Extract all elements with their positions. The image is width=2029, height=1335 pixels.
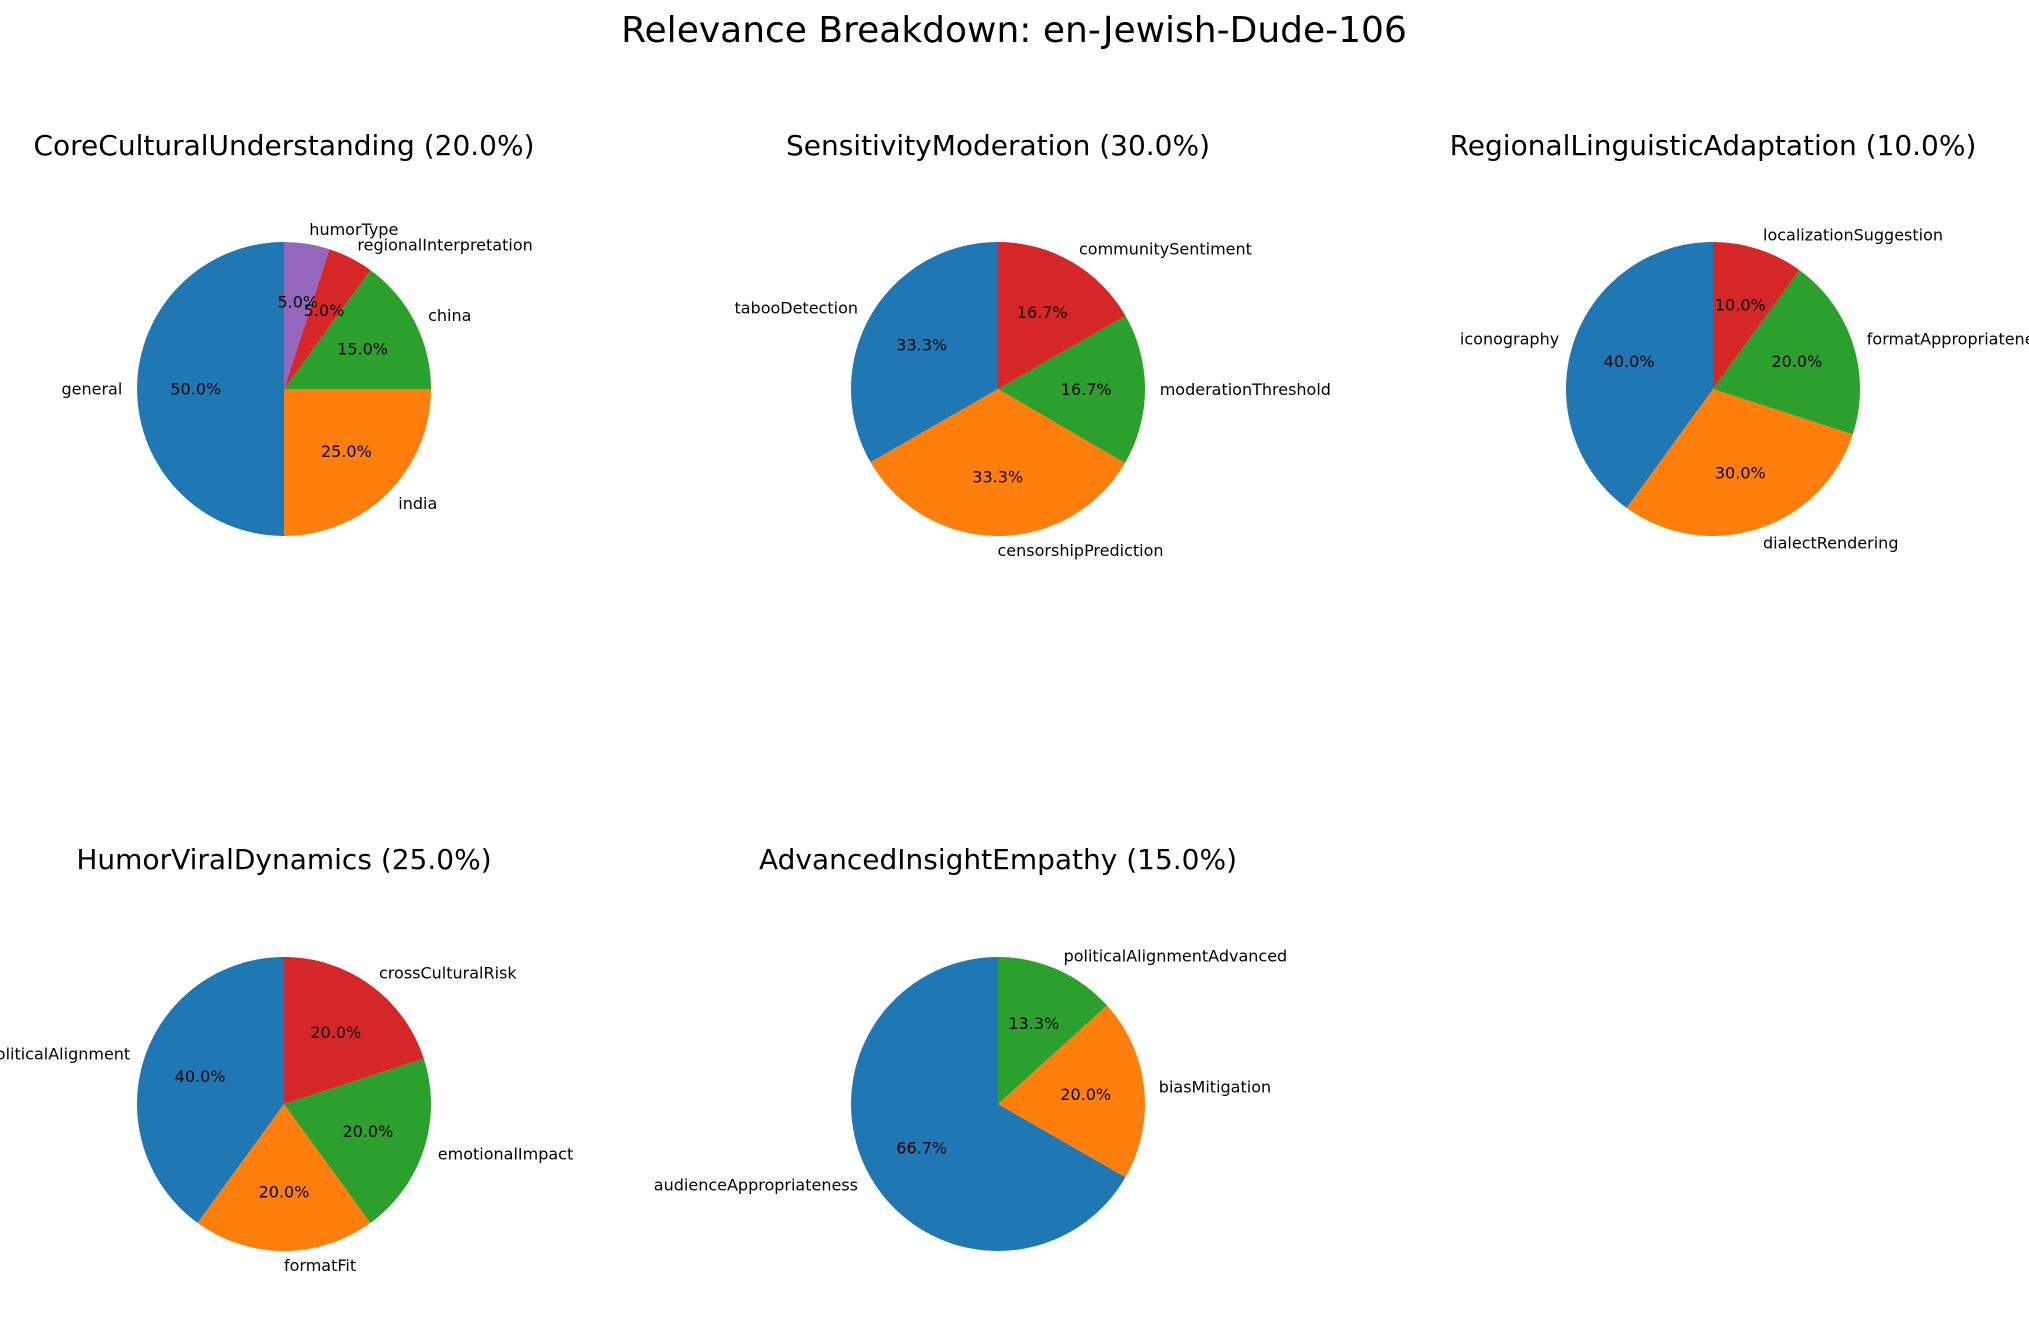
figure-suptitle: Relevance Breakdown: en-Jewish-Dude-106 bbox=[621, 10, 1407, 51]
pie-label-humor-type: humorType bbox=[309, 220, 398, 239]
pie-slice-iconography bbox=[1565, 242, 1713, 508]
pie-label-iconography: iconography bbox=[1460, 330, 1559, 349]
pie-pct-iconography: 40.0% bbox=[1604, 352, 1655, 371]
pie-pct-localization-suggestion: 10.0% bbox=[1715, 296, 1766, 315]
pie-title: HumorViralDynamics (25.0%) bbox=[76, 843, 491, 876]
pie-slice-dialect-rendering bbox=[1626, 389, 1853, 537]
pie-slice-moderation-threshold bbox=[998, 315, 1146, 464]
pie-label-community-sentiment: communitySentiment bbox=[1079, 240, 1252, 259]
pie-label-regional-interpretation: regionalInterpretation bbox=[357, 235, 532, 254]
pie-slice-political-alignment bbox=[136, 957, 284, 1223]
pie-label-china: china bbox=[428, 306, 471, 325]
pie-pct-political-alignment-advanced: 13.3% bbox=[1008, 1014, 1059, 1033]
pie-slice-community-sentiment bbox=[998, 242, 1126, 389]
pie-slice-general bbox=[137, 242, 284, 536]
pie-pct-regional-interpretation: 5.0% bbox=[304, 301, 345, 320]
pie-slice-cross-cultural-risk bbox=[284, 956, 424, 1104]
pie-pct-censorship-prediction: 33.3% bbox=[972, 468, 1023, 487]
pie-pct-china: 15.0% bbox=[337, 340, 388, 359]
pie-slice-emotional-impact bbox=[284, 1058, 432, 1223]
pie-slice-china bbox=[284, 270, 431, 389]
pie-label-political-alignment: politicalAlignment bbox=[0, 1045, 130, 1064]
pie-panels: CoreCulturalUnderstanding (20.0%) general… bbox=[0, 129, 2029, 1275]
pie-label-general: general bbox=[61, 380, 122, 399]
pie-slice-localization-suggestion bbox=[1713, 242, 1800, 389]
pie-pct-taboo-detection: 33.3% bbox=[896, 335, 947, 354]
pie-slice-bias-mitigation bbox=[998, 1005, 1146, 1178]
pie-pct-political-alignment: 40.0% bbox=[175, 1067, 226, 1086]
pie-pct-format-fit: 20.0% bbox=[259, 1183, 310, 1202]
pie-panel-core-cultural-understanding: CoreCulturalUnderstanding (20.0%) general… bbox=[33, 129, 535, 536]
pie-title: CoreCulturalUnderstanding (20.0%) bbox=[33, 129, 534, 162]
pie-slice-format-appropriateness bbox=[1713, 270, 1861, 435]
pie-pct-general: 50.0% bbox=[170, 380, 221, 399]
pie-slice-format-fit bbox=[197, 1104, 371, 1252]
pie-label-bias-mitigation: biasMitigation bbox=[1159, 1077, 1271, 1096]
pie-label-emotional-impact: emotionalImpact bbox=[438, 1145, 573, 1164]
pie-label-dialect-rendering: dialectRendering bbox=[1763, 533, 1898, 552]
pie-label-cross-cultural-risk: crossCulturalRisk bbox=[379, 964, 517, 983]
pie-panel-advanced-insight-empathy: AdvancedInsightEmpathy (15.0%) audienceAp… bbox=[654, 843, 1287, 1251]
pie-pct-humor-type: 5.0% bbox=[277, 292, 318, 311]
pie-pct-moderation-threshold: 16.7% bbox=[1061, 380, 1112, 399]
pie-pct-audience-appropriateness: 66.7% bbox=[896, 1139, 947, 1158]
pie-label-audience-appropriateness: audienceAppropriateness bbox=[654, 1176, 858, 1195]
pie-slice-regional-interpretation bbox=[284, 249, 371, 389]
pie-label-format-appropriateness: formatAppropriateness bbox=[1867, 330, 2029, 349]
pie-slice-audience-appropriateness bbox=[850, 957, 1126, 1251]
pie-label-censorship-prediction: censorshipPrediction bbox=[998, 541, 1164, 560]
pie-slice-india bbox=[284, 389, 431, 536]
pie-pct-india: 25.0% bbox=[321, 442, 372, 461]
pie-pct-emotional-impact: 20.0% bbox=[342, 1122, 393, 1141]
pie-label-political-alignment-advanced: politicalAlignmentAdvanced bbox=[1064, 947, 1288, 966]
pie-slice-political-alignment-advanced bbox=[998, 957, 1108, 1104]
pie-panel-humor-viral-dynamics: HumorViralDynamics (25.0%) politicalAlign… bbox=[0, 843, 573, 1275]
pie-panel-sensitivity-moderation: SensitivityModeration (30.0%) tabooDetect… bbox=[734, 129, 1331, 560]
pie-label-format-fit: formatFit bbox=[284, 1256, 356, 1275]
pie-slice-censorship-prediction bbox=[870, 389, 1125, 537]
pie-label-india: india bbox=[398, 494, 437, 513]
pie-title: RegionalLinguisticAdaptation (10.0%) bbox=[1450, 129, 1977, 162]
pie-label-localization-suggestion: localizationSuggestion bbox=[1763, 226, 1943, 245]
pie-label-taboo-detection: tabooDetection bbox=[734, 299, 858, 318]
pie-slice-taboo-detection bbox=[851, 242, 998, 463]
pie-pct-dialect-rendering: 30.0% bbox=[1715, 463, 1766, 482]
pie-pct-cross-cultural-risk: 20.0% bbox=[310, 1023, 361, 1042]
pie-title: AdvancedInsightEmpathy (15.0%) bbox=[759, 843, 1237, 876]
pie-pct-format-appropriateness: 20.0% bbox=[1771, 352, 1822, 371]
pie-label-moderation-threshold: moderationThreshold bbox=[1160, 380, 1331, 399]
pie-pct-bias-mitigation: 20.0% bbox=[1060, 1085, 1111, 1104]
pie-pct-community-sentiment: 16.7% bbox=[1017, 303, 1068, 322]
pie-slice-humor-type bbox=[284, 242, 330, 389]
pie-panel-regional-linguistic-adaptation: RegionalLinguisticAdaptation (10.0%) icon… bbox=[1450, 129, 2029, 552]
pie-title: SensitivityModeration (30.0%) bbox=[786, 129, 1210, 162]
